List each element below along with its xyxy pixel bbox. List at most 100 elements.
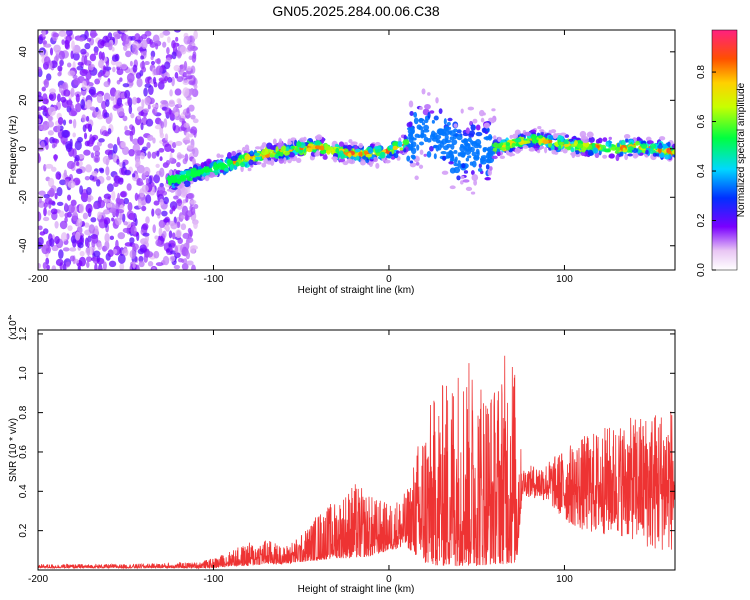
spectrogram-cell xyxy=(41,244,49,249)
spectrogram-cell xyxy=(54,138,60,144)
spectrogram-cell xyxy=(40,49,45,58)
spectrogram-cell xyxy=(465,186,473,191)
snr-x-label: Height of straight line (km) xyxy=(298,584,415,595)
spectrogram-cell xyxy=(182,80,190,86)
spectrogram-cell xyxy=(284,151,290,156)
spectrogram-cell xyxy=(186,107,190,114)
spectrogram-cell xyxy=(449,185,456,190)
spectrogram-cell xyxy=(358,142,364,149)
spectrogram-cell xyxy=(433,153,437,160)
spectrogram-cell xyxy=(166,47,170,55)
spectrogram-cell xyxy=(487,133,493,141)
spectrogram-cell xyxy=(538,138,542,146)
spectrogram-cell xyxy=(55,258,64,267)
spectrogram-cell xyxy=(616,142,620,149)
spectrogram-cell xyxy=(102,65,106,75)
spectrogram-cell xyxy=(460,175,465,180)
spectrogram-cell xyxy=(104,71,111,77)
spectrogram-cell xyxy=(106,183,114,192)
spectrogram-cell xyxy=(190,114,196,120)
spectrogram-cell xyxy=(568,138,574,142)
spectrogram-cell xyxy=(103,209,109,215)
spectrogram-cell xyxy=(319,149,327,155)
spectrogram-cell xyxy=(608,136,612,141)
spectrogram-cell xyxy=(68,119,73,124)
spectrogram-cell xyxy=(132,138,140,145)
x-tick-label: 0 xyxy=(386,574,392,585)
spectrogram-cell xyxy=(338,150,344,157)
spectrogram-cell xyxy=(116,68,124,76)
spectrogram-cell xyxy=(500,147,506,151)
spectrogram-cell xyxy=(496,151,501,157)
snr-scale-exponent: 4 xyxy=(8,315,12,322)
x-tick-label: -200 xyxy=(28,274,48,285)
spectrogram-cell xyxy=(57,93,61,103)
spectrogram-cell xyxy=(212,164,220,171)
spectrogram-cell xyxy=(446,143,452,148)
spectrogram-cell xyxy=(38,225,43,231)
spectrogram-cell xyxy=(254,146,261,150)
spectrogram-cell xyxy=(141,39,148,50)
spectrogram-cell xyxy=(72,148,77,159)
spectrogram-cell xyxy=(451,139,458,146)
spectrogram-cell xyxy=(76,65,84,71)
spectrogram-cell xyxy=(156,150,160,157)
spectrogram-cell xyxy=(38,95,44,103)
spectrogram-cell xyxy=(106,175,111,181)
spectrogram-cell xyxy=(163,196,169,205)
spectrogram-cell xyxy=(73,77,81,86)
spectrogram-cell xyxy=(80,48,87,55)
spectrogram-cell xyxy=(171,232,176,240)
spectrogram-cell xyxy=(181,258,185,263)
spectrogram-cell xyxy=(441,170,449,175)
spectrogram-cell xyxy=(409,110,414,116)
spectrogram-cell xyxy=(179,64,184,70)
spectrogram-cell xyxy=(176,204,183,210)
spectrogram-cell xyxy=(155,66,159,76)
spectrogram-cell xyxy=(296,141,302,148)
spectrogram-cell xyxy=(54,220,59,229)
spectrogram-cell xyxy=(459,152,466,156)
spectrogram-cell xyxy=(460,108,464,114)
spectrogram-cell xyxy=(161,210,168,217)
spectrogram-cell xyxy=(449,167,456,174)
spectrogram-cell xyxy=(83,222,90,228)
spectrogram-cell xyxy=(185,170,192,177)
spectrogram-cell xyxy=(77,242,84,249)
spectrogram-cell xyxy=(152,76,157,85)
spectrogram-cell xyxy=(92,145,101,152)
spectrogram-cell xyxy=(142,223,149,231)
spectrogram-cell xyxy=(115,61,123,68)
spectrogram-cell xyxy=(155,239,162,247)
spectrogram-cell xyxy=(189,245,196,254)
spectrogram-cell xyxy=(147,261,154,267)
spectrogram-cell xyxy=(44,56,51,65)
spectrogram-cell xyxy=(124,130,132,136)
spectrogram-cell xyxy=(38,236,44,246)
x-tick-label: 0 xyxy=(386,274,392,285)
spectrogram-cell xyxy=(465,127,470,134)
spectrogram-cell xyxy=(123,197,130,205)
spectrogram-cell xyxy=(192,118,199,124)
spectrogram-cell xyxy=(167,36,171,44)
spectrogram-cell xyxy=(97,39,105,49)
spectrogram-cell xyxy=(338,158,346,163)
spectrogram-cell xyxy=(56,186,63,197)
spectrogram-cell xyxy=(388,144,394,149)
spectrogram-cell xyxy=(645,149,649,155)
spectrogram-cell xyxy=(315,134,323,141)
y-tick-label: 1.2 xyxy=(18,327,29,341)
spectrogram-cell xyxy=(592,147,599,154)
spectrogram-cell xyxy=(65,141,73,150)
spectrogram-cell xyxy=(173,64,181,72)
spectrogram-cell xyxy=(144,83,152,88)
spectrogram-cell xyxy=(564,134,569,138)
spectrogram-cell xyxy=(134,192,139,201)
spectrogram-cell xyxy=(619,151,624,157)
spectrogram-cell xyxy=(85,247,93,256)
spectrogram-cell xyxy=(463,170,469,174)
spectrogram-cell xyxy=(524,131,532,136)
spectrogram-cell xyxy=(41,86,46,92)
spectrogram-cell xyxy=(91,239,96,248)
spectrogram-cell xyxy=(141,146,148,151)
